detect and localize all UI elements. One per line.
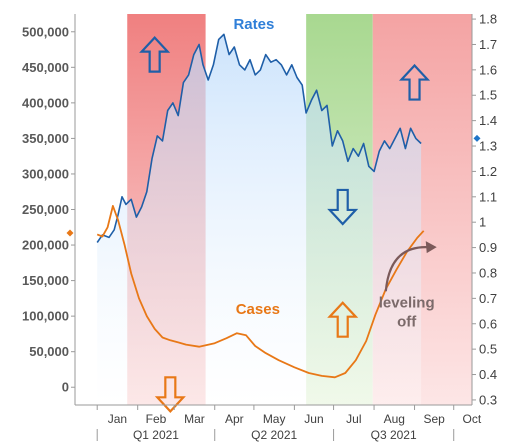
x-tick-label: Feb xyxy=(146,412,167,426)
right-tick-label: 1.2 xyxy=(479,164,497,179)
right-tick-label: 1.7 xyxy=(479,37,497,52)
left-tick-label: 150,000 xyxy=(22,273,69,288)
x-tick-label: Oct xyxy=(463,412,482,426)
right-tick-label: 0.4 xyxy=(479,367,497,382)
pointer-head-icon xyxy=(425,241,437,254)
x-tick-label: Jan xyxy=(108,412,127,426)
left-end-marker xyxy=(66,229,74,237)
x-group-label: Q1 2021 xyxy=(133,428,179,442)
x-tick-label: Jun xyxy=(304,412,323,426)
rates-label: Rates xyxy=(233,16,274,33)
right-tick-label: 0.7 xyxy=(479,291,497,306)
right-tick-label: 1.5 xyxy=(479,88,497,103)
annotations: Rates Cases leveling off xyxy=(233,16,437,331)
leveling-off-note: leveling xyxy=(379,295,435,312)
right-tick-label: 1 xyxy=(479,215,486,230)
right-tick-label: 0.5 xyxy=(479,342,497,357)
right-tick-label: 1.1 xyxy=(479,189,497,204)
left-tick-label: 100,000 xyxy=(22,309,69,324)
right-tick-label: 1.4 xyxy=(479,113,497,128)
x-tick-label: Jul xyxy=(346,412,361,426)
arrow-down-icon xyxy=(327,188,359,226)
right-tick-label: 0.9 xyxy=(479,240,497,255)
arrow-up-icon xyxy=(327,301,359,338)
left-tick-label: 200,000 xyxy=(22,238,69,253)
left-tick-label: 0 xyxy=(62,380,69,395)
left-tick-label: 250,000 xyxy=(22,202,69,217)
cases-label: Cases xyxy=(236,301,280,318)
rates-line xyxy=(96,33,422,243)
right-tick-label: 0.3 xyxy=(479,392,497,407)
right-end-marker xyxy=(473,134,481,142)
arrow-down-icon xyxy=(154,376,186,413)
arrow-up-icon xyxy=(139,36,171,73)
x-tick-label: Sep xyxy=(423,412,445,426)
right-tick-label: 1.3 xyxy=(479,139,497,154)
direction-arrows xyxy=(139,36,431,413)
right-tick-label: 1.6 xyxy=(479,62,497,77)
left-tick-label: 50,000 xyxy=(29,344,69,359)
leveling-off-note: off xyxy=(397,314,417,331)
axes: 0 50,000 100,000 150,000 200,000 250,000 300,0… xyxy=(22,12,497,442)
rates-area-fill xyxy=(97,34,422,406)
left-tick-label: 500,000 xyxy=(22,24,69,39)
right-tick-label: 0.6 xyxy=(479,316,497,331)
left-tick-label: 300,000 xyxy=(22,166,69,181)
x-tick-label: May xyxy=(263,412,286,426)
left-tick-label: 400,000 xyxy=(22,95,69,110)
left-tick-label: 350,000 xyxy=(22,131,69,146)
right-tick-label: 1.8 xyxy=(479,12,497,27)
x-group-label: Q3 2021 xyxy=(371,428,417,442)
arrow-up-icon xyxy=(399,63,431,101)
leveling-off-pointer xyxy=(384,246,429,292)
right-tick-label: 0.8 xyxy=(479,265,497,280)
x-group-label: Q2 2021 xyxy=(251,428,297,442)
x-tick-label: Apr xyxy=(225,412,244,426)
left-tick-label: 450,000 xyxy=(22,60,69,75)
x-tick-label: Mar xyxy=(184,412,205,426)
cases-line xyxy=(96,205,425,379)
rates-area xyxy=(97,34,422,406)
series-lines xyxy=(96,33,425,379)
x-tick-label: Aug xyxy=(384,412,405,426)
